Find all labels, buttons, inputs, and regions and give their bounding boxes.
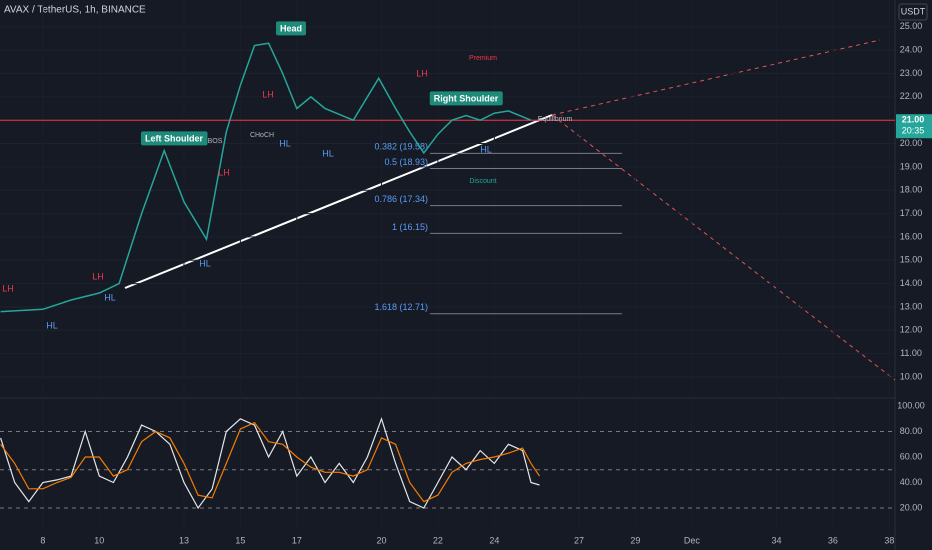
price-line xyxy=(0,421,540,503)
price-line xyxy=(0,416,540,510)
osc-tick-label: 100.00 xyxy=(897,400,925,410)
fib-label: 0.5 (18.93) xyxy=(384,157,428,167)
currency-box[interactable] xyxy=(898,3,928,21)
pattern-label-box xyxy=(141,131,208,146)
x-tick-label: 22 xyxy=(433,535,443,545)
projection-line xyxy=(551,114,896,381)
x-tick-label: 17 xyxy=(292,535,302,545)
fib-label: 1.618 (12.71) xyxy=(374,302,428,312)
x-tick-label: 20 xyxy=(376,535,386,545)
structure-label: HL xyxy=(46,320,58,330)
y-tick-label: 25.00 xyxy=(900,21,923,31)
y-tick-label: 17.00 xyxy=(900,208,923,218)
x-tick-label: 34 xyxy=(771,535,781,545)
x-tick-label: 24 xyxy=(489,535,499,545)
structure-label: LH xyxy=(262,89,274,99)
y-tick-label: 23.00 xyxy=(900,68,923,78)
x-tick-label: Dec xyxy=(684,535,701,545)
trend-line xyxy=(551,39,881,116)
structure-label: HL xyxy=(322,148,334,158)
y-tick-label: 10.00 xyxy=(900,371,923,381)
y-tick-label: 15.00 xyxy=(900,255,923,265)
x-tick-label: 36 xyxy=(828,535,838,545)
structure-label: HL xyxy=(480,144,492,154)
last-price-box xyxy=(896,114,932,139)
y-tick-label: 11.00 xyxy=(900,348,922,358)
structure-label: LH xyxy=(92,271,104,281)
structure-label: HL xyxy=(104,292,116,302)
y-tick-label: 16.00 xyxy=(900,231,923,241)
currency: USDT xyxy=(901,6,926,16)
y-tick-label: 14.00 xyxy=(900,278,923,288)
structure-label: Premium xyxy=(469,55,497,62)
y-tick-label: 20.00 xyxy=(900,138,923,148)
osc-tick-label: 60.00 xyxy=(900,451,923,461)
osc-tick-label: 40.00 xyxy=(900,477,923,487)
pattern-label: Right Shoulder xyxy=(434,93,499,103)
fib-label: 0.382 (19.58) xyxy=(374,142,428,152)
structure-label: LH xyxy=(218,167,230,177)
osc-tick-label: 80.00 xyxy=(900,426,923,436)
structure-label: HL xyxy=(279,138,291,148)
y-tick-label: 18.00 xyxy=(900,185,923,195)
pattern-label-box xyxy=(429,91,503,106)
structure-label: Equilibrium xyxy=(538,116,573,123)
price-line xyxy=(0,42,532,313)
y-tick-label: 24.00 xyxy=(900,45,923,55)
last-price-label: 21.00 xyxy=(902,115,925,125)
x-tick-label: 15 xyxy=(235,535,245,545)
x-tick-label: 38 xyxy=(884,535,894,545)
fib-label: 0.786 (17.34) xyxy=(374,194,428,204)
pattern-label-box xyxy=(275,21,307,36)
x-tick-label: 10 xyxy=(94,535,104,545)
structure-label: LH xyxy=(416,68,428,78)
structure-label: HL xyxy=(199,258,211,268)
x-tick-label: 27 xyxy=(574,535,584,545)
structure-label: Discount xyxy=(469,178,496,185)
y-tick-label: 13.00 xyxy=(900,301,923,311)
countdown: 20:35 xyxy=(902,126,925,136)
structure-label: LH xyxy=(2,283,14,293)
structure-label: CHoCH xyxy=(250,132,274,139)
pattern-label: Left Shoulder xyxy=(145,133,203,143)
y-tick-label: 19.00 xyxy=(900,161,923,171)
x-tick-label: 8 xyxy=(40,535,45,545)
x-tick-label: 29 xyxy=(630,535,640,545)
y-tick-label: 22.00 xyxy=(900,91,923,101)
structure-label: BOS xyxy=(208,138,223,145)
y-tick-label: 12.00 xyxy=(900,325,923,335)
osc-tick-label: 20.00 xyxy=(900,502,923,512)
symbol-title: AVAX / TetherUS, 1h, BINANCE xyxy=(4,5,146,16)
fib-label: 1 (16.15) xyxy=(392,222,428,232)
x-tick-label: 13 xyxy=(179,535,189,545)
pattern-label: Head xyxy=(280,23,302,33)
